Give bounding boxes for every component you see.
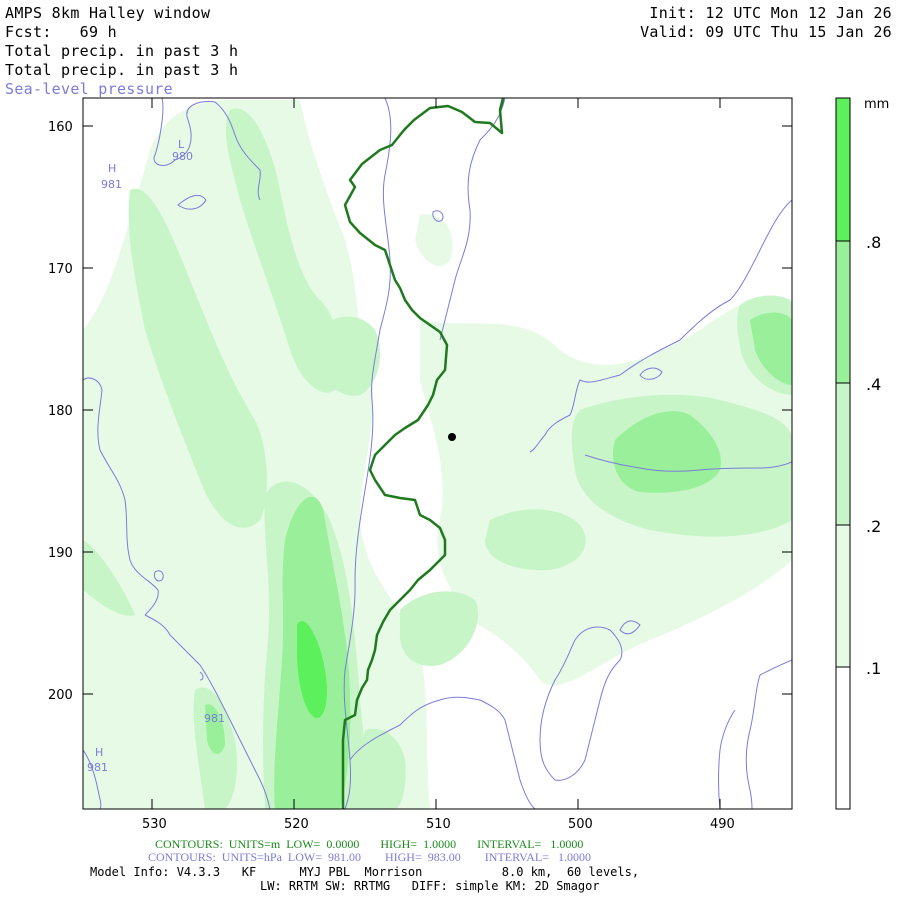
map-title: AMPS 8km Halley window [5,4,211,22]
y-tick-label: 160 [48,120,73,135]
y-tick-label: 180 [48,404,73,419]
plot-frame [82,97,793,810]
high-center-label: H [95,746,103,759]
precip-area [415,214,453,267]
x-tick-label: 490 [710,817,735,832]
precip-area [399,591,479,666]
isobar [153,98,261,201]
x-tick-label: 530 [142,817,167,832]
isobar [745,659,792,809]
colorbar-swatch [835,524,851,668]
colorbar-swatch [835,382,851,526]
x-tick-label: 500 [568,817,593,832]
colorbar-label: .1 [866,659,881,678]
colorbar-unit: mm [864,97,889,112]
high-center-label: H [108,162,116,175]
colorbar: mm .8 .4 .2 .1 [835,97,889,810]
init-time: Init: 12 UTC Mon 12 Jan 26 [649,4,892,22]
colorbar-swatch [835,97,851,242]
x-axis-labels: 530 520 510 500 490 [142,817,735,832]
field-label-slp: Sea-level pressure [5,80,173,98]
field-label-2: Total precip. in past 3 h [5,61,239,79]
isobar [343,98,392,809]
precip-area [297,621,327,719]
x-axis-ticks [151,98,721,809]
precip-area [360,728,406,809]
precip-area [128,188,267,528]
isobar [639,367,663,380]
precip-area [612,411,721,493]
precip-area [485,509,586,571]
valid-time: Valid: 09 UTC Thu 15 Jan 26 [640,23,892,41]
pressure-labels: L 980 H 981 981 H 981 [87,138,225,774]
precip-area [318,316,380,396]
coastline-path [341,98,505,809]
colorbar-label: .4 [866,375,881,394]
y-axis-labels: 160 170 180 190 200 [48,120,73,703]
header-right: Init: 12 UTC Mon 12 Jan 26 Valid: 09 UTC … [640,4,892,42]
precip-area [225,108,340,393]
isobar [83,749,102,809]
colorbar-swatch [835,240,851,384]
colorbar-label: .8 [866,233,881,252]
x-tick-label: 520 [284,817,309,832]
precip-shading [83,100,792,809]
high-center-value: 981 [101,178,122,191]
colorbar-label: .2 [866,517,881,536]
isobar [349,696,536,809]
y-axis-ticks [83,125,792,695]
isobar [154,570,164,582]
low-center-value: 980 [172,150,193,163]
isobar [529,199,792,453]
isobar [718,709,736,809]
x-tick-label: 510 [426,817,451,832]
field-label-1: Total precip. in past 3 h [5,42,239,60]
coastline-path [498,99,505,111]
contours-slp-info: CONTOURS: UNITS=hPa LOW= 981.00 HIGH= 98… [148,850,591,864]
isobar [539,626,623,781]
isobar [619,620,641,635]
model-info: Model Info: V4.3.3 KF MYJ PBL Morrison 8… [90,865,640,879]
model-info-physics: LW: RRTM SW: RRTMG DIFF: simple KM: 2D S… [260,879,600,893]
high-center-value: 981 [87,761,108,774]
forecast-hour: Fcst: 69 h [5,23,117,41]
precip-area [750,312,792,385]
coastline [341,98,505,809]
station-marker [448,433,456,441]
isobar [177,194,207,210]
low-center-label: L [178,138,185,151]
y-tick-label: 170 [48,262,73,277]
isobar-value-label: 981 [204,712,225,725]
isobars [83,98,792,809]
isobar [439,98,506,341]
isobar [432,210,444,222]
y-tick-label: 200 [48,688,73,703]
isobar [144,614,271,809]
precip-area [205,704,225,755]
contours-precip-info: CONTOURS: UNITS=m LOW= 0.0000 HIGH= 1.00… [155,837,584,851]
isobar [83,377,159,616]
isobar [199,671,204,681]
precip-area [83,540,135,616]
isobar [584,454,792,472]
header-left: AMPS 8km Halley window Fcst: 69 h Total pr… [5,4,238,99]
colorbar-swatch [835,666,851,810]
y-tick-label: 190 [48,546,73,561]
